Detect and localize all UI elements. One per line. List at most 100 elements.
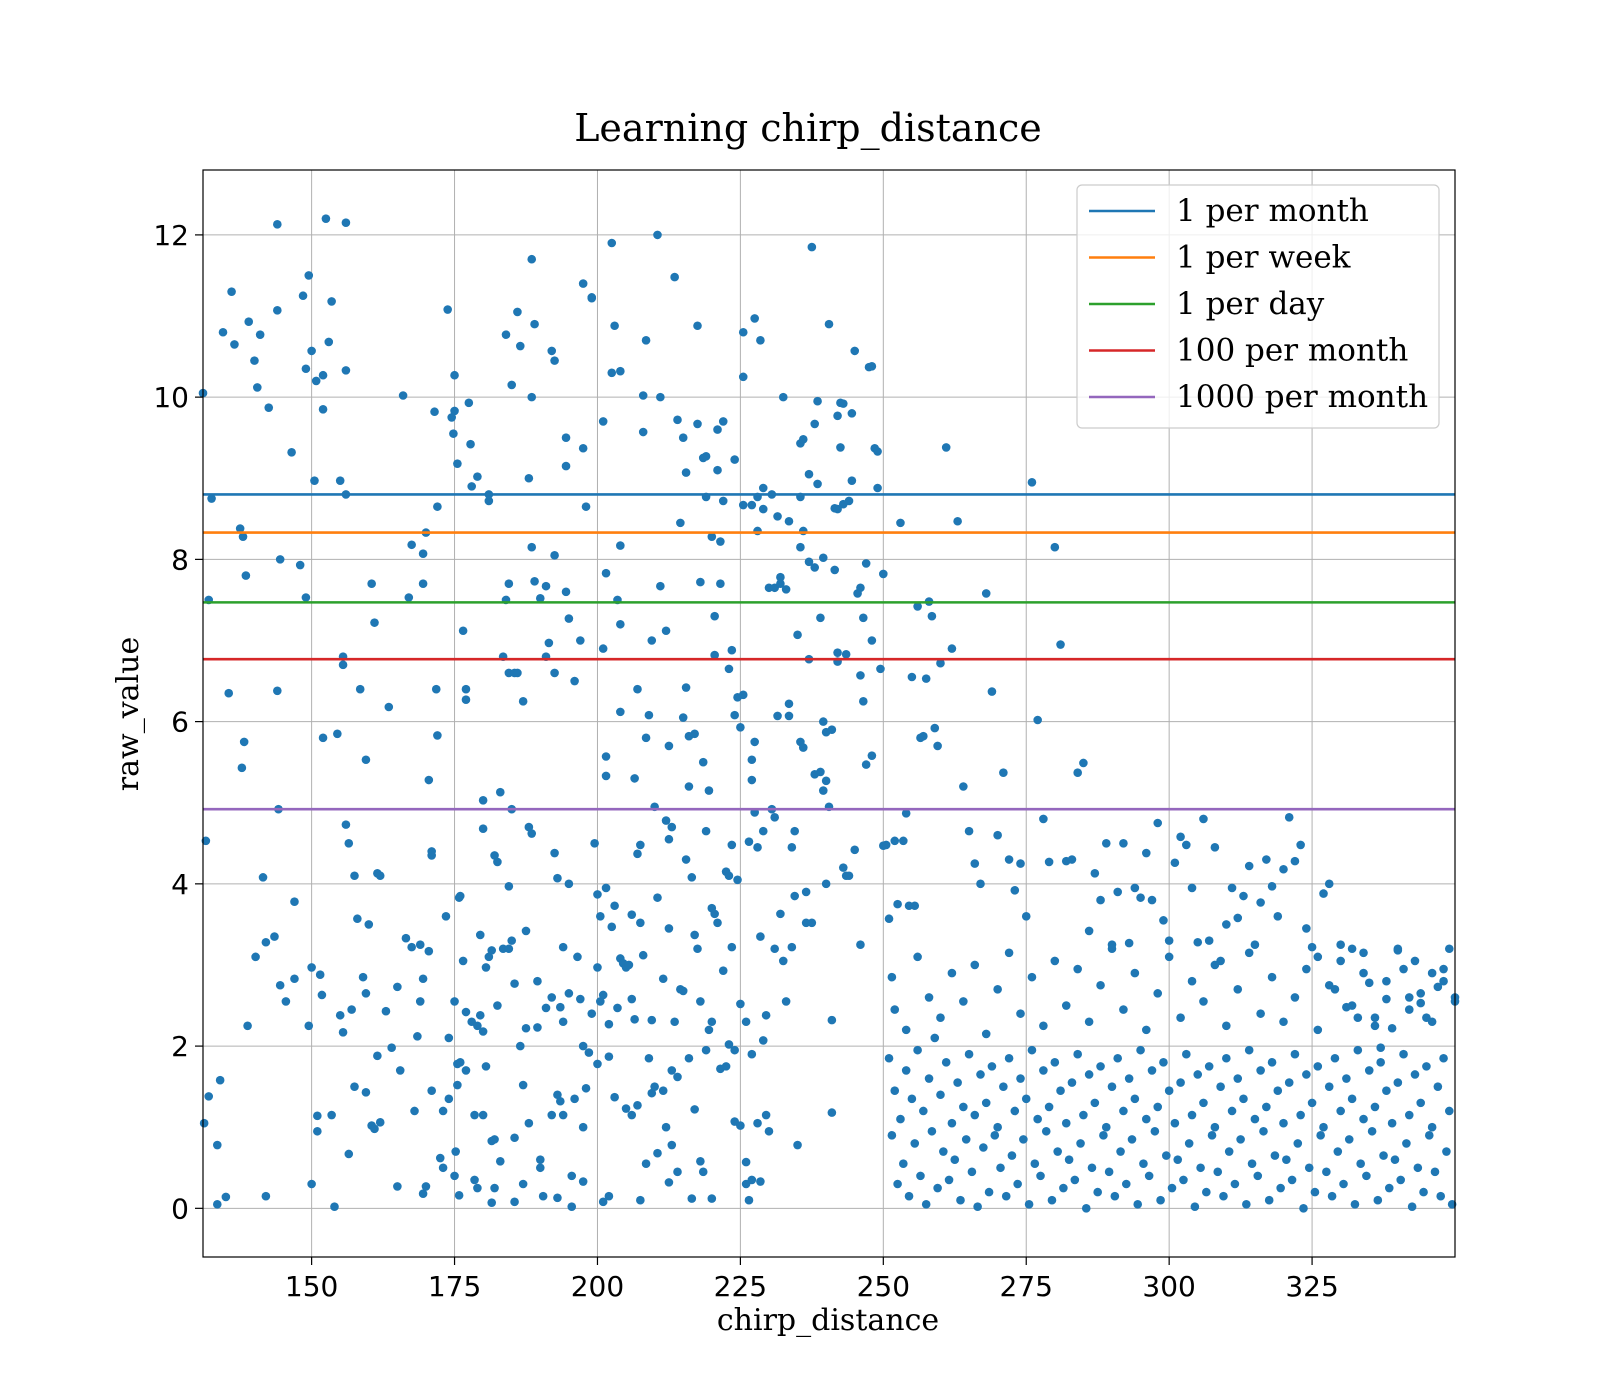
- data-point: [678, 713, 688, 722]
- data-point: [1282, 1155, 1291, 1164]
- data-point: [981, 589, 991, 598]
- data-point: [744, 837, 754, 846]
- data-point: [261, 937, 271, 947]
- data-point: [947, 644, 957, 653]
- data-point: [1256, 1009, 1265, 1018]
- data-point: [584, 1048, 594, 1057]
- data-point: [273, 306, 282, 315]
- data-point: [1130, 883, 1140, 893]
- data-point: [253, 383, 262, 392]
- data-point: [212, 1140, 222, 1150]
- data-point: [493, 857, 502, 867]
- data-point: [1290, 1049, 1300, 1059]
- data-point: [330, 1202, 339, 1212]
- data-point: [355, 684, 365, 694]
- data-point: [1427, 968, 1437, 978]
- data-point: [350, 871, 359, 881]
- data-point: [450, 370, 459, 380]
- data-point: [421, 1182, 431, 1191]
- data-point: [1159, 916, 1168, 925]
- data-point: [1424, 1131, 1434, 1140]
- data-point: [507, 936, 517, 945]
- data-point: [713, 425, 722, 434]
- reference-lines: [203, 493, 1455, 811]
- data-point: [747, 1175, 757, 1185]
- data-point: [913, 1045, 922, 1055]
- data-point: [824, 319, 834, 329]
- data-point: [473, 1021, 482, 1031]
- data-point: [664, 741, 674, 751]
- data-point: [876, 664, 885, 674]
- data-point: [627, 1110, 637, 1120]
- data-point: [927, 611, 937, 621]
- data-point: [530, 319, 539, 329]
- data-point: [1110, 1191, 1120, 1201]
- data-point: [1227, 883, 1237, 893]
- data-point: [884, 1053, 894, 1063]
- data-point: [1016, 1074, 1025, 1083]
- data-point: [681, 855, 691, 864]
- data-point: [495, 1156, 505, 1166]
- data-point: [1096, 895, 1105, 905]
- data-point: [810, 563, 820, 572]
- data-point: [798, 526, 808, 536]
- data-point: [736, 1121, 745, 1130]
- data-point: [215, 1075, 225, 1085]
- data-point: [227, 287, 236, 296]
- data-point: [493, 1001, 502, 1010]
- data-point: [418, 1189, 428, 1199]
- data-point: [1370, 1013, 1380, 1022]
- data-point: [1039, 814, 1048, 824]
- data-point: [901, 1066, 911, 1075]
- data-point: [753, 1118, 762, 1128]
- data-point: [466, 439, 475, 449]
- data-point: [1382, 994, 1391, 1004]
- data-point: [444, 1094, 454, 1104]
- data-point: [275, 980, 285, 990]
- data-point: [1107, 1082, 1117, 1091]
- data-point: [441, 911, 451, 921]
- data-point: [1210, 1122, 1220, 1132]
- data-point: [1176, 1013, 1185, 1022]
- data-point: [573, 952, 582, 962]
- plot-area-frame: [202, 169, 1456, 1258]
- data-point: [1410, 956, 1420, 966]
- data-point: [415, 940, 425, 949]
- data-point: [698, 757, 708, 767]
- data-point: [450, 406, 459, 416]
- data-point: [450, 1171, 459, 1181]
- data-point: [553, 1193, 562, 1203]
- data-point: [807, 242, 817, 252]
- data-point: [1444, 1106, 1454, 1116]
- data-point: [736, 722, 745, 732]
- data-point: [1242, 1199, 1251, 1209]
- data-point: [1179, 1175, 1188, 1185]
- data-point: [1119, 838, 1128, 848]
- data-point: [578, 1122, 588, 1132]
- data-point: [1393, 944, 1403, 954]
- data-point: [961, 1135, 971, 1144]
- data-point: [1313, 1062, 1323, 1071]
- data-point: [475, 930, 485, 940]
- data-point: [690, 729, 699, 739]
- data-point: [1070, 1175, 1080, 1185]
- data-point: [733, 875, 742, 885]
- data-point: [561, 433, 571, 442]
- data-point: [1339, 1179, 1348, 1189]
- data-point: [1227, 1106, 1237, 1116]
- data-point: [230, 340, 239, 349]
- data-point: [593, 1059, 602, 1069]
- data-point: [393, 1182, 402, 1191]
- data-point: [856, 671, 865, 680]
- data-point: [801, 887, 811, 897]
- data-point: [315, 970, 325, 980]
- data-point: [341, 218, 351, 228]
- data-point: [547, 1110, 557, 1120]
- data-point: [458, 956, 468, 966]
- data-point: [776, 579, 785, 589]
- data-point: [698, 1167, 708, 1177]
- data-point: [1159, 1058, 1168, 1067]
- x-tick-label: 300: [1142, 1270, 1195, 1303]
- data-point: [747, 1049, 757, 1059]
- data-point: [1267, 1058, 1277, 1067]
